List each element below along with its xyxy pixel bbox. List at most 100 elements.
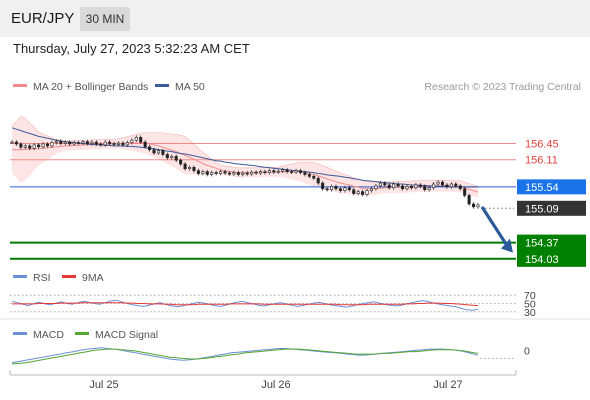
candle-body [223,171,227,174]
pivot-label: 155.54 [525,182,559,194]
candle-body [152,149,156,154]
candle-body [290,171,294,173]
candle-body [361,191,365,195]
candle-body [210,172,214,175]
price-panel: 156.45 156.11 155.54 154.37 154.03 155.09 [10,115,586,267]
candle-body [356,191,360,194]
candle-body [219,171,223,174]
candle-body [10,141,14,144]
candle-body [378,182,382,187]
ma50-swatch [155,84,169,87]
candle-body [112,143,116,145]
candle-body [414,184,418,189]
support-label: 154.03 [525,254,559,266]
candle-body [472,203,476,208]
candle-body [143,141,147,148]
interval-button[interactable]: 30 MIN [80,7,130,31]
candle-body [192,167,196,171]
candle-body [81,141,85,144]
candle-body [116,142,121,145]
candle-body [134,137,138,141]
candle-body [32,144,36,149]
candle-body [298,170,302,173]
candle-body [45,143,50,147]
credit-label: Research © 2023 Trading Central [424,81,581,93]
pivot-label-bg [517,179,586,195]
ma20-legend-label: MA 20 + Bollinger Bands [33,81,148,93]
candle-body [23,145,27,148]
rsi-swatch [13,275,27,278]
rsi-level-label: 50 [524,299,536,311]
candle-body [334,186,338,190]
candle-body [188,167,192,170]
candle-body [418,184,422,187]
rsi-level-label: 30 [524,307,536,319]
ma50-legend-label: MA 50 [175,81,205,93]
candle-body [156,150,160,154]
candle-body [432,183,436,189]
bollinger-band [12,116,478,198]
candle-body [352,189,356,194]
candle-body [77,142,81,144]
resistance-label: 156.45 [525,139,559,151]
candle-body [374,185,378,190]
candle-body [214,172,218,174]
symbol-label: EUR/JPY [11,10,75,27]
candle-body [196,170,200,174]
rsi-ma-line [12,302,479,307]
rsi-ma-swatch [62,275,76,278]
candle-body [365,190,369,195]
candle-body [41,143,45,148]
candle-body [272,170,276,173]
candle-body [263,171,267,173]
candle-body [121,142,125,146]
rsi-ma-legend-label: 9MA [82,272,104,284]
candle-body [321,182,325,190]
x-axis: Jul 25 Jul 26 Jul 27 [9,370,517,391]
bollinger-upper [11,115,479,187]
target-arrow-head [501,238,513,253]
candle-body [28,145,32,149]
candle-body [94,141,98,145]
candle-body [241,172,245,175]
candle-body [285,169,289,172]
last-price-label-bg [517,200,586,216]
candle-body [330,186,334,191]
candle-body [387,184,391,189]
candle-body [449,183,453,188]
candle-body [245,172,249,175]
candle-body [312,176,316,179]
candle-body [161,150,165,155]
candle-body [347,187,351,191]
candle-body [423,186,427,191]
candle-body [369,188,374,191]
candle-body [338,188,342,191]
candle-body [303,172,307,175]
candle-body [170,156,174,159]
candle-body [68,141,72,145]
x-tick-label: Jul 27 [433,379,462,391]
rsi-legend: RSI 9MA [13,272,104,284]
candle-body [281,169,285,172]
macd-signal-line [11,348,479,365]
candle-body [392,183,396,189]
candle-body [254,171,258,174]
candle-body [227,172,231,175]
candle-body [267,170,271,173]
x-tick-label: Jul 25 [89,379,118,391]
candle-body [276,170,280,173]
candle-body [401,185,405,190]
candle-body [232,172,236,175]
candle-body [179,159,183,165]
support-box [517,234,586,267]
candle-body [174,156,178,161]
candle-body [201,171,205,174]
candle-body [440,181,445,186]
candle-body [250,171,254,175]
macd-legend: MACD MACD Signal [13,329,158,341]
macd-legend-label: MACD [33,329,64,341]
rsi-line [11,299,479,311]
